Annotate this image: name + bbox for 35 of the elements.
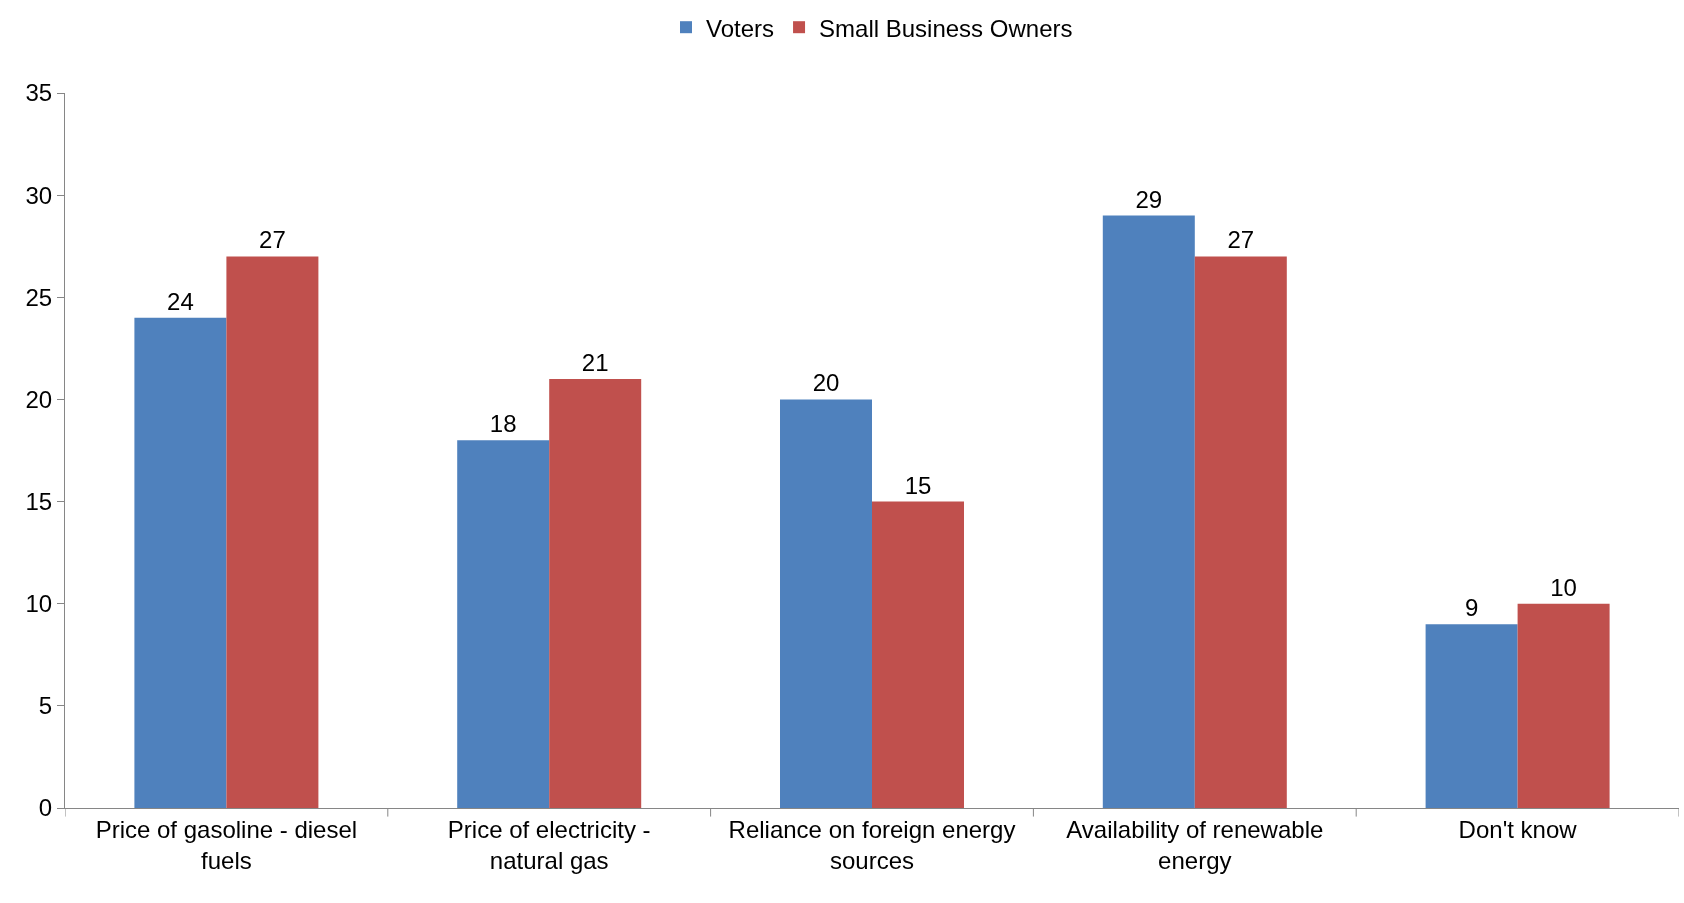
data-label: 27 — [259, 226, 286, 254]
x-tick-label: Price of gasoline - diesel fuels — [95, 815, 358, 874]
x-tick-label: Reliance on foreign energy sources — [728, 815, 1016, 874]
legend-label: Small Business Owners — [819, 14, 1073, 42]
legend-label: Voters — [706, 14, 775, 42]
y-tick-label: 35 — [25, 79, 53, 107]
y-tick-label: 15 — [25, 487, 53, 515]
data-label: 10 — [1550, 573, 1577, 601]
x-tick-label: Availability of renewable energy — [1066, 815, 1324, 874]
bar — [134, 317, 227, 808]
data-label: 24 — [167, 287, 194, 315]
y-tick-label: 30 — [25, 181, 53, 209]
bar — [872, 501, 964, 808]
y-tick-label: 20 — [25, 385, 53, 413]
bar — [1425, 624, 1518, 808]
bar — [226, 256, 319, 808]
bar — [1102, 215, 1195, 808]
data-label: 27 — [1227, 226, 1255, 254]
bar — [457, 440, 550, 808]
data-label: 29 — [1135, 185, 1163, 213]
data-label: 21 — [581, 349, 609, 376]
bar — [549, 379, 642, 808]
y-tick-label: 5 — [38, 692, 53, 720]
y-tick-label: 10 — [25, 590, 53, 618]
bar — [780, 399, 872, 808]
bar — [1517, 603, 1610, 808]
y-tick-label: 0 — [38, 794, 53, 822]
data-label: 20 — [812, 369, 840, 397]
data-label: 15 — [904, 471, 932, 499]
y-tick-label: 25 — [25, 283, 53, 311]
data-label: 9 — [1464, 594, 1479, 622]
bar — [1194, 256, 1287, 808]
x-tick-label: Don't know — [1458, 815, 1578, 843]
x-tick-label: Price of electricity - natural gas — [447, 815, 651, 874]
data-label: 18 — [489, 410, 517, 438]
